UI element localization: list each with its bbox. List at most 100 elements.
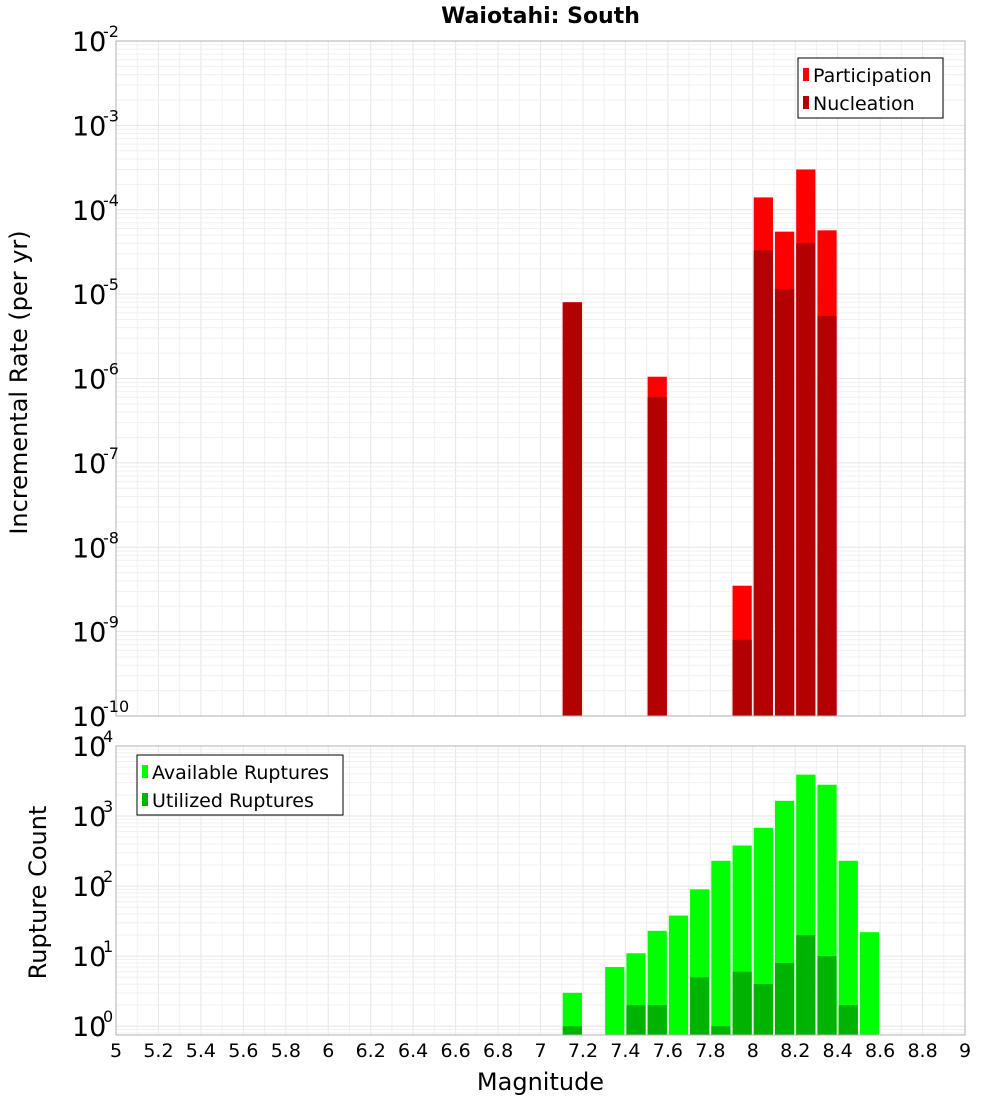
x-tick-label: 8.2 xyxy=(780,1040,810,1062)
x-tick-label: 7.8 xyxy=(695,1040,725,1062)
count-y-tick-exponent: 2 xyxy=(103,867,113,886)
x-tick-label: 6 xyxy=(322,1040,334,1062)
rate-bar-nucleation xyxy=(562,302,582,716)
rate-y-tick-exponent: -4 xyxy=(103,191,119,210)
x-tick-label: 6.6 xyxy=(440,1040,470,1062)
count-y-tick-label: 10 xyxy=(72,802,106,833)
rate-y-tick-exponent: -2 xyxy=(103,22,119,41)
rate-bar-nucleation xyxy=(817,316,837,716)
x-tick-label: 6.2 xyxy=(356,1040,386,1062)
rate-bar-nucleation xyxy=(732,639,752,716)
chart-title: Waiotahi: South xyxy=(441,4,640,29)
rate-y-tick-label: 10 xyxy=(72,449,106,480)
rate-y-tick-label: 10 xyxy=(72,111,106,142)
x-tick-label: 7.4 xyxy=(610,1040,640,1062)
x-tick-label: 8.8 xyxy=(907,1040,937,1062)
rate-bar-nucleation xyxy=(647,397,667,716)
count-bars xyxy=(562,774,880,1035)
count-y-tick-exponent: 1 xyxy=(103,937,113,956)
count-bar-available-ruptures xyxy=(668,915,689,1035)
count-bar-available-ruptures xyxy=(711,860,731,1035)
count-legend-swatch xyxy=(142,765,148,778)
rate-y-tick-exponent: -3 xyxy=(103,106,119,125)
count-bar-available-ruptures xyxy=(859,932,880,1035)
rate-panel: Waiotahi: South Incremental Rate (per yr… xyxy=(5,4,966,733)
rate-legend-swatch xyxy=(803,96,809,109)
rate-grid xyxy=(115,40,966,717)
count-bar-utilized-ruptures xyxy=(838,1005,858,1035)
count-y-tick-label: 10 xyxy=(72,942,106,973)
rate-plot-frame xyxy=(115,40,966,717)
rate-y-tick-label: 10 xyxy=(72,702,106,733)
count-y-tick-exponent: 4 xyxy=(103,727,113,746)
count-bar-available-ruptures xyxy=(838,860,858,1035)
count-panel: Rupture Count Magnitude 100101102103104 … xyxy=(24,727,971,1096)
rate-y-tick-label: 10 xyxy=(72,280,106,311)
count-legend: Available Ruptures Utilized Ruptures xyxy=(136,754,344,816)
rate-y-tick-exponent: -5 xyxy=(103,275,119,294)
count-y-tick-label: 10 xyxy=(72,872,106,903)
rate-legend-swatch xyxy=(803,68,809,81)
count-y-axis-label: Rupture Count xyxy=(24,806,52,980)
count-legend-swatch xyxy=(142,793,148,806)
count-legend-entry: Available Ruptures xyxy=(152,762,329,784)
x-tick-label: 5 xyxy=(110,1040,122,1062)
rate-y-tick-exponent: -7 xyxy=(103,444,119,463)
count-y-tick-exponent: 0 xyxy=(103,1007,113,1026)
x-ticks: 5 5.2 5.4 5.6 5.8 6 6.2 6.4 6.6 6.8 7 7.2 7.4 7.6 7.8 8… xyxy=(110,1040,971,1062)
rate-y-tick-exponent: -6 xyxy=(103,360,119,379)
count-y-tick-label: 10 xyxy=(72,1012,106,1043)
rate-bar-nucleation xyxy=(753,250,773,717)
count-y-tick-exponent: 3 xyxy=(103,797,113,816)
x-tick-label: 5.4 xyxy=(186,1040,216,1062)
rate-bar-nucleation xyxy=(774,289,795,716)
x-tick-label: 5.6 xyxy=(228,1040,258,1062)
count-legend-box xyxy=(136,754,344,816)
x-axis-label: Magnitude xyxy=(477,1068,604,1096)
count-plot-frame xyxy=(115,745,966,1036)
count-y-tick-label: 10 xyxy=(72,732,106,763)
rate-y-tick-label: 10 xyxy=(72,365,106,396)
count-bar-utilized-ruptures xyxy=(817,956,837,1035)
rate-legend-entry: Nucleation xyxy=(813,93,915,115)
rate-y-tick-exponent: -9 xyxy=(103,613,119,632)
count-bar-utilized-ruptures xyxy=(647,1005,667,1035)
count-bar-available-ruptures xyxy=(605,967,625,1035)
rate-legend: Participation Nucleation xyxy=(797,57,944,119)
rate-legend-entry: Participation xyxy=(813,65,932,87)
x-tick-label: 5.2 xyxy=(143,1040,173,1062)
rate-bars xyxy=(562,169,837,717)
x-tick-label: 7.2 xyxy=(568,1040,598,1062)
count-bar-utilized-ruptures xyxy=(774,962,795,1035)
rate-y-tick-label: 10 xyxy=(72,533,106,564)
rate-y-tick-exponent: -10 xyxy=(103,697,129,716)
x-tick-label: 8.6 xyxy=(865,1040,895,1062)
count-bar-utilized-ruptures xyxy=(753,984,773,1035)
count-bar-utilized-ruptures xyxy=(562,1026,582,1035)
count-bar-utilized-ruptures xyxy=(732,971,752,1035)
count-bar-utilized-ruptures xyxy=(690,977,710,1035)
count-bar-available-ruptures xyxy=(753,827,773,1035)
rate-y-tick-label: 10 xyxy=(72,27,106,58)
count-legend-entry: Utilized Ruptures xyxy=(152,790,314,812)
x-tick-label: 8.4 xyxy=(823,1040,853,1062)
count-bar-utilized-ruptures xyxy=(796,935,816,1035)
count-bar-available-ruptures xyxy=(562,992,582,1035)
rate-y-tick-label: 10 xyxy=(72,618,106,649)
x-tick-label: 6.4 xyxy=(398,1040,428,1062)
x-tick-label: 7 xyxy=(534,1040,546,1062)
rate-y-axis-label: Incremental Rate (per yr) xyxy=(5,230,33,534)
rate-y-tick-exponent: -8 xyxy=(103,528,119,547)
x-tick-label: 9 xyxy=(959,1040,971,1062)
x-tick-label: 6.8 xyxy=(483,1040,513,1062)
rate-legend-box xyxy=(797,57,944,119)
count-bar-utilized-ruptures xyxy=(711,1026,731,1035)
rate-y-tick-label: 10 xyxy=(72,196,106,227)
x-tick-label: 5.8 xyxy=(271,1040,301,1062)
count-bar-utilized-ruptures xyxy=(626,1005,646,1035)
x-tick-label: 7.6 xyxy=(653,1040,683,1062)
